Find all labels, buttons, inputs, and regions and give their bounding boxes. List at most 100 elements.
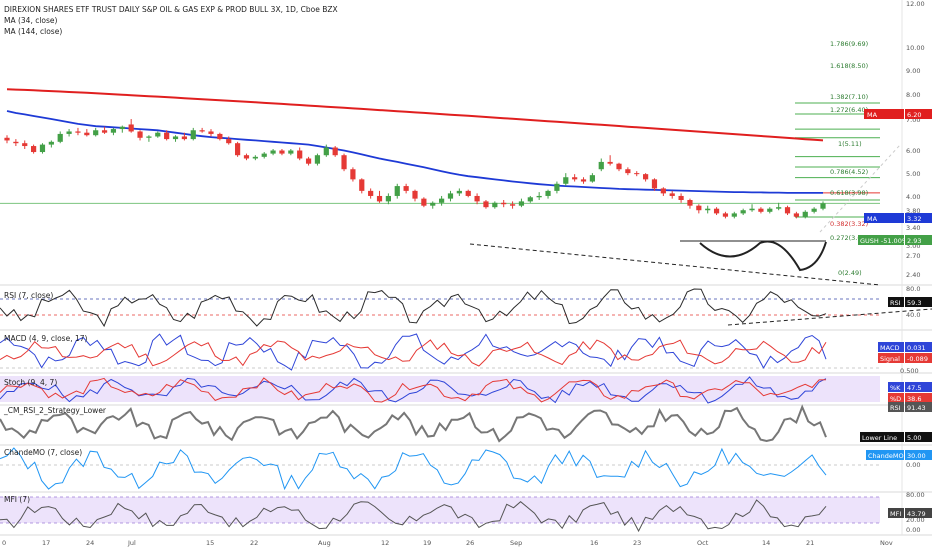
tag-value: 59.3 [907, 299, 921, 307]
candle-body [57, 133, 63, 142]
tag-name: ChandeMO [868, 452, 904, 460]
candle-body [536, 195, 542, 198]
time-tick: 16 [590, 539, 598, 547]
candle-body [483, 201, 489, 208]
price-tick: 8.00 [906, 91, 920, 99]
candle-body [350, 169, 356, 180]
candle-body [4, 137, 10, 141]
time-tick: Oct [697, 539, 709, 547]
candle-body [705, 208, 711, 211]
candle-body [199, 130, 205, 132]
tag-name: RSI [890, 299, 901, 307]
candle-body [252, 156, 258, 159]
chandemo-panel-title[interactable]: ChandeMO (7, close) [4, 448, 82, 457]
candle-body [687, 199, 693, 206]
mfi-panel-title[interactable]: MFI (7) [4, 495, 30, 504]
candle-body [421, 198, 427, 206]
rsi-line [0, 288, 827, 328]
mfi-tick: 80.00 [906, 491, 925, 499]
fib-label: 1.618(8.50) [830, 62, 868, 70]
candle-body [243, 155, 250, 159]
candle-body [75, 131, 81, 133]
candle-body [190, 130, 196, 140]
stoch-d-line [0, 377, 827, 403]
tag-name: %K [890, 384, 901, 392]
stoch-panel-title[interactable]: Stoch (9, 4, 7) [4, 378, 57, 387]
candle-body [501, 202, 507, 205]
candle-body [758, 208, 764, 212]
candle-body [669, 193, 675, 196]
time-tick: 22 [250, 539, 258, 547]
time-tick: Nov [880, 539, 893, 547]
candle-body [137, 131, 143, 138]
candle-body [323, 147, 329, 156]
time-tick: 19 [423, 539, 431, 547]
candle-body [660, 188, 666, 194]
candle-body [217, 133, 223, 140]
cup-pattern [699, 240, 827, 272]
signal-value-tag[interactable]: Signal -0.089 [878, 353, 932, 363]
candle-body [288, 150, 294, 154]
tag-name: MACD [880, 344, 899, 352]
rsi-value-tag[interactable]: RSI 59.3 [888, 297, 932, 307]
lower-line-tag[interactable]: Lower Line 5.00 [860, 432, 932, 442]
macd-panel-title[interactable]: MACD (4, 9, close, 17) [4, 334, 88, 343]
candle-body [634, 173, 640, 175]
candle-body [146, 136, 152, 138]
candle-body [589, 175, 595, 182]
fib-label: 0.786(4.52) [830, 168, 868, 176]
time-axis[interactable]: 0 17 24 Jul 15 22 Aug 12 19 26 Sep 16 23… [2, 539, 893, 547]
candle-body [119, 126, 125, 130]
price-tick: 3.00 [906, 242, 920, 250]
gush-price-tag[interactable]: GUSH -51.00% 2.93 [858, 235, 932, 245]
candle-body [625, 169, 631, 174]
stoch-d-tag[interactable]: %D 38.6 [888, 393, 932, 403]
time-tick: Jul [127, 539, 136, 547]
candle-body [572, 177, 578, 180]
candle-body [456, 190, 462, 194]
chart-title: DIREXION SHARES ETF TRUST DAILY S&P OIL … [4, 5, 338, 14]
ma144-legend[interactable]: MA (144, close) [4, 27, 62, 36]
ma34-legend[interactable]: MA (34, close) [4, 16, 58, 25]
candle-body [740, 210, 746, 214]
time-tick: 23 [633, 539, 641, 547]
tag-value: 3.32 [907, 215, 921, 223]
ma144-price-tag[interactable]: MA 6.20 [864, 109, 932, 119]
candle-body [545, 190, 551, 196]
candle-body [110, 129, 117, 133]
candle-body [235, 143, 241, 156]
candle-body [527, 197, 533, 202]
fib-label: 1.272(6.40) [830, 106, 868, 114]
tag-value: 5.00 [907, 434, 921, 442]
stoch-k-tag[interactable]: %K 47.5 [888, 382, 932, 392]
candle-body [297, 150, 303, 159]
tag-value: 47.5 [907, 384, 921, 392]
candle-body [385, 195, 391, 202]
candle-body [208, 131, 214, 134]
rsi-panel-title[interactable]: RSI (7, close) [4, 291, 53, 300]
fib-label: 1.382(7.10) [830, 93, 868, 101]
macd-value-tag[interactable]: MACD 0.031 [878, 342, 932, 352]
candle-body [48, 141, 54, 145]
macd-tick: 0.500 [900, 367, 919, 375]
candle-body [332, 147, 338, 156]
candle-body [412, 190, 418, 199]
chandemo-value-tag[interactable]: ChandeMO 30.00 [866, 450, 932, 460]
mfi-value-tag[interactable]: MFI 43.79 [888, 508, 932, 518]
candle-body [359, 179, 365, 191]
cmrsi-value-tag[interactable]: RSI 91.43 [888, 402, 932, 412]
tag-name: MA [867, 111, 878, 119]
ma34-price-tag[interactable]: MA 3.32 [864, 213, 932, 223]
cmrsi-line [0, 404, 827, 443]
candle-body [696, 205, 702, 211]
price-tick: 5.00 [906, 170, 920, 178]
candle-body [13, 141, 19, 144]
price-tick: 7.00 [906, 116, 920, 124]
price-tick: 12.00 [906, 0, 925, 8]
cmrsi-panel-title[interactable]: _CM_RSI_2_Strategy_Lower [3, 406, 107, 415]
time-tick: 26 [466, 539, 474, 547]
price-axis[interactable]: 12.00 10.00 9.00 8.00 7.00 6.00 5.00 4.0… [906, 0, 925, 279]
time-tick: 0 [2, 539, 6, 547]
candle-body [784, 207, 791, 214]
